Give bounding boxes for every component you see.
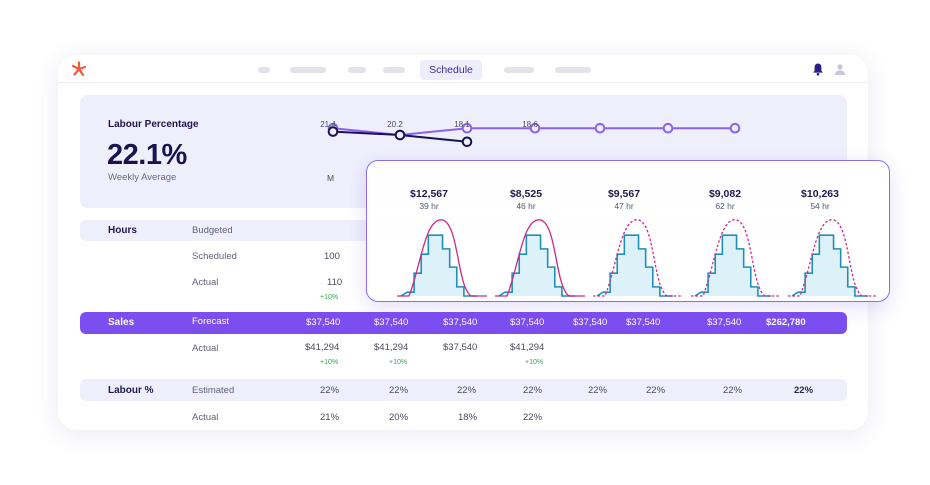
sales-actual-change: +10% [389, 359, 408, 366]
labour-percentage-chart: 21.4 20.2 18.1 18.6 M [320, 120, 741, 183]
hours-actual-label: Actual [192, 277, 219, 288]
sales-actual-value: $41,294 [305, 342, 340, 353]
sales-actual-value: $41,294 [510, 342, 545, 353]
labour-point-label: 20.2 [387, 120, 403, 129]
labour-pct-actual-value: 20% [389, 412, 409, 423]
hours-actual-change: +10% [320, 294, 339, 301]
estimated-labour-point [729, 122, 741, 134]
sales-actual-value: $37,540 [443, 342, 478, 353]
estimated-labour-point [662, 122, 674, 134]
sales-category: Sales [108, 317, 135, 328]
estimated-labour-point [461, 122, 473, 134]
day-forecast-hours: 39 hr [419, 201, 439, 211]
day-forecast-hours: 47 hr [614, 201, 634, 211]
actual-labour-point [327, 126, 339, 137]
labour-pct-row: Labour % Estimated 22% 22% 22% 22% 22% 2… [80, 379, 847, 401]
estimated-label: Estimated [192, 385, 235, 396]
sales-actual-change: +10% [525, 359, 544, 366]
forecast-value: $37,540 [707, 317, 742, 328]
nav-item-placeholder[interactable] [290, 67, 326, 73]
day-forecast-hours: 46 hr [516, 201, 536, 211]
labour-percentage-title: Labour Percentage [108, 119, 199, 130]
day-label: M [327, 173, 334, 183]
forecast-sales-curve [691, 219, 781, 297]
budgeted-label: Budgeted [192, 225, 233, 236]
forecast-value: $37,540 [443, 317, 478, 328]
hours-actual-value: 110 [327, 277, 343, 288]
labour-point-label: 21.4 [320, 120, 336, 129]
estimated-value: 22% [457, 385, 477, 396]
daily-forecast-charts [397, 219, 878, 297]
forecast-value: $37,540 [573, 317, 608, 328]
hours-area [505, 235, 569, 296]
top-navigation: Schedule [58, 55, 868, 83]
day-forecast-amount: $8,525 [509, 188, 543, 200]
labour-pct-category: Labour % [108, 385, 154, 396]
estimated-labour-point [529, 122, 541, 134]
hours-category: Hours [108, 225, 137, 236]
nav-item-placeholder[interactable] [258, 67, 270, 73]
scheduled-hours-step [400, 234, 477, 297]
estimated-labour-point [594, 122, 606, 134]
forecast-total: $262,780 [766, 317, 806, 328]
sales-row: Sales Forecast $37,540 $37,540 $37,540 $… [80, 312, 847, 334]
sales-actual-value: $41,294 [374, 342, 409, 353]
day-forecast-amount: $10,263 [801, 188, 839, 200]
day-forecast-hours: 54 hr [810, 201, 830, 211]
hours-area [798, 235, 862, 296]
forecast-value: $37,540 [626, 317, 661, 328]
labour-pct-actual-label: Actual [192, 412, 219, 423]
nav-item-placeholder[interactable] [348, 67, 366, 73]
labour-point-label: 18.1 [454, 120, 470, 129]
daily-forecast-overlay: $12,567 39 hr $8,525 46 hr $9,567 47 hr … [366, 160, 890, 302]
actual-labour-point [461, 136, 473, 148]
labour-pct-actual-value: 22% [523, 412, 543, 423]
forecast-value: $37,540 [510, 317, 545, 328]
forecast-value: $37,540 [374, 317, 409, 328]
hours-area [407, 235, 471, 296]
day-forecast-amount: $9,567 [607, 188, 641, 200]
scheduled-hours-step [791, 234, 868, 297]
estimated-value: 22% [588, 385, 608, 396]
labour-pct-actual-value: 18% [458, 412, 478, 423]
bell-icon[interactable] [812, 62, 824, 76]
day-forecast-hours: 62 hr [715, 201, 735, 211]
forecast-sales-curve [593, 219, 683, 297]
labour-pct-actual-value: 21% [320, 412, 340, 423]
nav-item-placeholder[interactable] [383, 67, 405, 73]
labour-percentage-value: 22.1% [107, 139, 187, 171]
sales-actual-change: +10% [320, 359, 339, 366]
hours-area [603, 235, 667, 296]
avatar-icon[interactable] [834, 63, 846, 75]
forecast-sales-curve [397, 219, 487, 297]
scheduled-label: Scheduled [192, 251, 237, 262]
estimated-value: 22% [646, 385, 666, 396]
nav-item-placeholder[interactable] [555, 67, 591, 73]
actual-labour-point [394, 129, 406, 141]
scheduled-value: 100 [324, 251, 340, 262]
labour-point-label: 18.6 [522, 120, 538, 129]
day-forecast-amount: $9,082 [708, 188, 742, 200]
logo-icon [71, 61, 87, 77]
tab-schedule[interactable]: Schedule [420, 60, 482, 80]
scheduled-hours-step [596, 234, 673, 297]
scheduled-hours-step [694, 234, 771, 297]
estimated-value: 22% [723, 385, 743, 396]
forecast-value: $37,540 [306, 317, 341, 328]
estimated-value: 22% [389, 385, 409, 396]
estimated-value: 22% [320, 385, 340, 396]
estimated-total: 22% [794, 385, 814, 396]
estimated-value: 22% [523, 385, 543, 396]
forecast-sales-curve [788, 219, 878, 297]
nav-item-placeholder[interactable] [504, 67, 534, 73]
day-forecast-amount: $12,567 [410, 188, 448, 200]
hours-area [701, 235, 765, 296]
forecast-sales-curve [495, 219, 585, 297]
labour-percentage-subtitle: Weekly Average [108, 172, 177, 183]
forecast-label: Forecast [192, 316, 229, 327]
scheduled-hours-step [498, 234, 575, 297]
sales-actual-label: Actual [192, 343, 219, 354]
